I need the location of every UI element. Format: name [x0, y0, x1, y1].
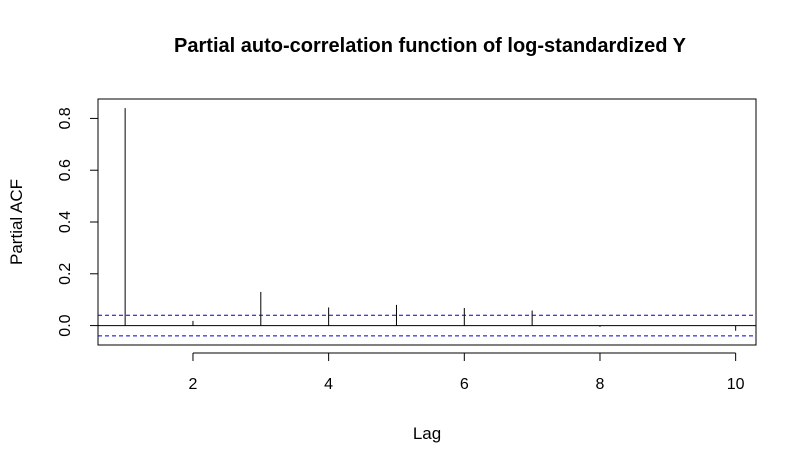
y-tick-label: 0.2 [57, 263, 74, 285]
y-tick-label: 0.8 [57, 107, 74, 129]
chart-title: Partial auto-correlation function of log… [174, 35, 687, 57]
y-tick-label: 0.4 [57, 211, 74, 233]
y-tick-label: 0.6 [57, 159, 74, 181]
x-axis-label: Lag [413, 424, 441, 443]
y-tick-label: 0.0 [57, 314, 74, 336]
x-tick-label: 2 [189, 376, 198, 393]
x-tick-label: 8 [596, 376, 605, 393]
x-tick-label: 10 [727, 376, 745, 393]
x-tick-label: 6 [460, 376, 469, 393]
y-axis-label: Partial ACF [7, 179, 26, 265]
x-tick-label: 4 [324, 376, 333, 393]
pacf-bars [124, 108, 737, 331]
y-axis: 0.0 0.2 0.4 0.6 0.8 [57, 107, 99, 337]
x-axis: 2 4 6 8 10 [189, 352, 745, 393]
plot-box [97, 98, 757, 346]
